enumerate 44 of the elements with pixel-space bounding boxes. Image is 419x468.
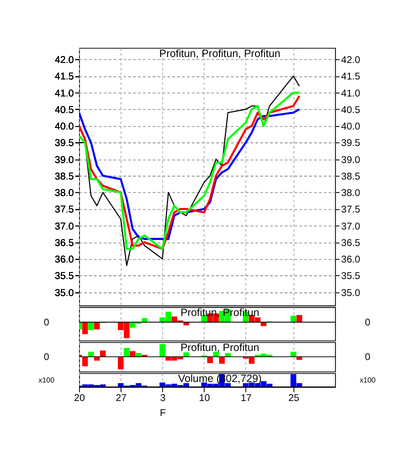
text: x100	[38, 375, 54, 384]
y2-tick-label: 35.5	[341, 271, 361, 282]
y2-tick-label: 41.5	[341, 72, 361, 83]
y2-tick-label: 38.0	[341, 188, 361, 200]
x-tick-label: 3 F	[160, 393, 166, 419]
y2-tick-label: 40.5	[341, 104, 361, 116]
y-tick-label: 38.0	[54, 188, 74, 200]
y2-tick-label: 39.0	[341, 154, 361, 166]
text: 0	[44, 352, 50, 364]
y-tick-label: 42.0	[54, 55, 74, 66]
y2-tick-label: 42.0	[341, 55, 361, 66]
y-tick-label: 35.5	[54, 271, 74, 282]
y2-tick-label: 36.0	[341, 254, 361, 266]
y-tick-label: 36.0	[54, 254, 74, 266]
x-tick-label: 20	[74, 393, 86, 404]
y-tick-label: 40.5	[54, 104, 74, 116]
y2-tick-label: 37.5	[341, 204, 361, 216]
y-tick-label: 38.5	[54, 171, 74, 182]
y-tick-label: 35.0	[54, 288, 74, 299]
x-tick-label: 27	[116, 393, 127, 404]
y2-tick-label: 36.5	[341, 238, 361, 249]
y-tick-label: 39.0	[54, 154, 74, 166]
y-tick-label: 37.5	[54, 204, 74, 216]
y2-tick-label: 39.5	[341, 138, 361, 150]
text: 0	[44, 317, 50, 328]
chart-title: Profitun, Profitun	[180, 342, 260, 354]
y2-tick-label: 35.0	[341, 288, 361, 299]
chart-title: Profitun, Profitun, Profitun	[159, 48, 281, 60]
x-tick-label: 17	[240, 393, 252, 404]
y2-tick-label: 38.5	[341, 171, 361, 182]
y-tick-label: 40.0	[54, 122, 74, 133]
y2-tick-label: 41.0	[341, 88, 361, 100]
text: x100	[360, 375, 376, 384]
x-tick-label: 25	[288, 393, 300, 404]
y2-tick-label: 40.0	[341, 122, 361, 133]
y-tick-label: 39.5	[54, 138, 74, 150]
x-tick-label: 10	[199, 393, 210, 404]
y-tick-label: 37.0	[54, 221, 74, 232]
text: 0	[364, 352, 371, 364]
y-tick-label: 36.5	[54, 238, 74, 249]
text: 0	[364, 317, 371, 328]
y-tick-label: 41.0	[54, 88, 74, 100]
y-tick-label: 41.5	[54, 72, 74, 83]
y2-tick-label: 37.0	[341, 221, 361, 232]
